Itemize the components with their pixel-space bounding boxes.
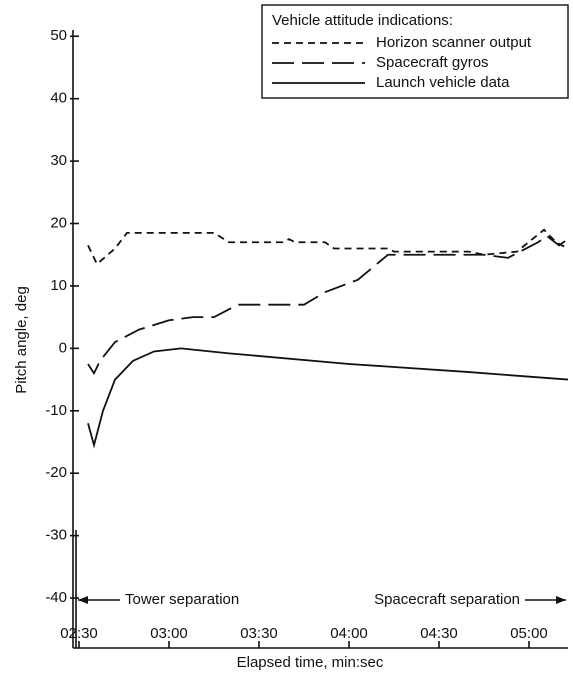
legend-label: Horizon scanner output <box>376 34 532 51</box>
y-tick-label: -10 <box>45 402 67 419</box>
series-line <box>87 347 569 449</box>
y-tick-label: 30 <box>50 152 67 169</box>
y-axis-label: Pitch angle, deg <box>13 286 30 394</box>
y-tick-label: -40 <box>45 589 67 606</box>
y-tick-label: 0 <box>59 339 67 356</box>
annotation: Tower separation <box>125 591 239 608</box>
arrowhead <box>78 596 88 604</box>
legend-label: Spacecraft gyros <box>376 54 489 71</box>
y-tick-label: -20 <box>45 464 67 481</box>
x-tick-label: 03:30 <box>240 625 278 642</box>
x-tick-label: 03:00 <box>150 625 188 642</box>
arrowhead <box>556 596 566 604</box>
x-tick-label: 02:30 <box>60 625 98 642</box>
series-line <box>87 228 569 266</box>
y-tick-label: 40 <box>50 90 67 107</box>
y-tick-label: 20 <box>50 214 67 231</box>
x-tick-label: 04:00 <box>330 625 368 642</box>
y-tick-label: 50 <box>50 27 67 44</box>
annotation: Spacecraft separation <box>374 591 520 608</box>
legend-title: Vehicle attitude indications: <box>272 12 453 29</box>
series-line <box>87 234 569 376</box>
y-tick-label: 10 <box>50 277 67 294</box>
x-axis-label: Elapsed time, min:sec <box>237 654 384 671</box>
x-tick-label: 05:00 <box>510 625 548 642</box>
x-tick-label: 04:30 <box>420 625 458 642</box>
legend-label: Launch vehicle data <box>376 74 510 91</box>
y-tick-label: -30 <box>45 527 67 544</box>
